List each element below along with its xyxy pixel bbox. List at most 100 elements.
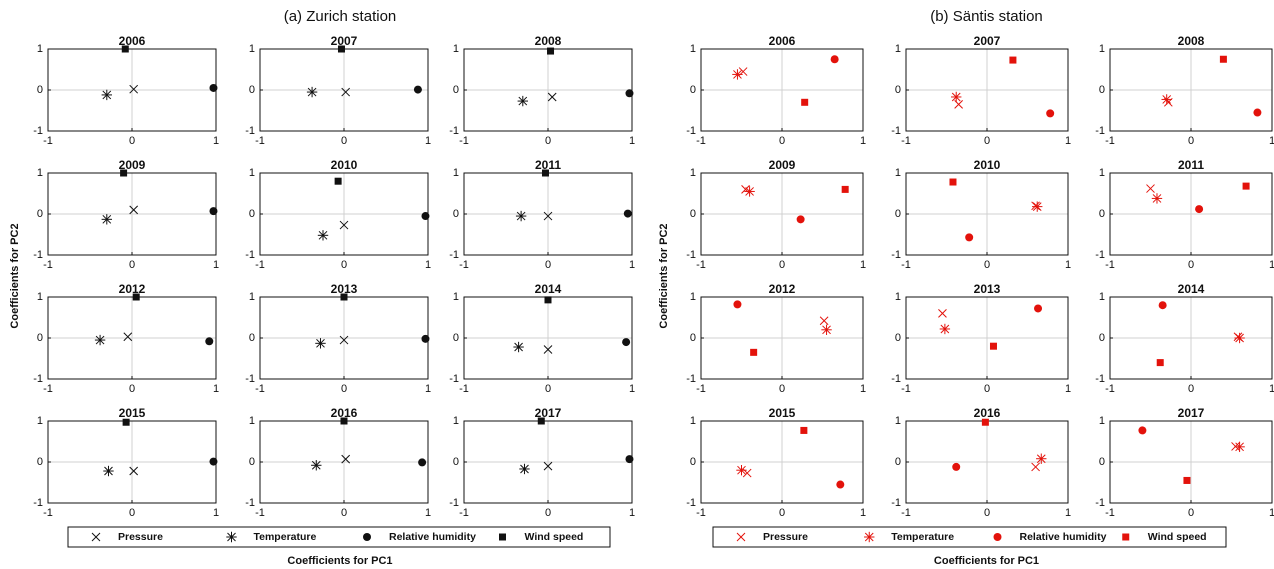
marker-x: [339, 220, 349, 230]
y-tick-label: -1: [245, 249, 255, 261]
dot: [625, 455, 634, 464]
x-tick-label: 1: [1269, 507, 1274, 519]
plot-frame: [1109, 172, 1273, 256]
y-tick-label: 0: [895, 456, 901, 468]
plot-frame: [700, 296, 864, 380]
y-tick-label: 1: [1099, 43, 1105, 55]
marker-x: [1031, 201, 1040, 211]
square: [544, 296, 552, 304]
y-tick-label: -1: [1095, 125, 1105, 137]
dot: [625, 89, 634, 98]
y-tick-label: -1: [686, 125, 696, 137]
marker-asterisk: [519, 463, 530, 475]
marker-asterisk: [732, 69, 743, 80]
y-tick-label: 0: [1099, 208, 1105, 220]
marker-circle: [1158, 301, 1167, 310]
marker-square: [337, 45, 345, 53]
marker-x: [543, 461, 553, 471]
y-tick-label: 1: [37, 43, 43, 55]
y-tick-label: 0: [1099, 84, 1105, 96]
y-tick-label: 1: [690, 291, 696, 303]
stroke: [742, 468, 752, 478]
x-tick-label: 0: [129, 135, 135, 147]
marker-square: [537, 417, 545, 425]
subplot-title: 2013: [974, 282, 1001, 296]
x-tick-label: 0: [1188, 259, 1194, 271]
subplot-title: 2013: [331, 282, 358, 296]
x-tick-label: 0: [1188, 383, 1194, 395]
marker-circle: [209, 207, 218, 216]
y-tick-label: 0: [895, 332, 901, 344]
stroke: [1031, 201, 1040, 211]
y-tick-label: -1: [686, 249, 696, 261]
marker-circle: [733, 300, 742, 309]
x-tick-label: 0: [779, 135, 785, 147]
y-axis-label: Coefficients for PC2: [658, 223, 670, 328]
marker-x: [741, 185, 750, 194]
y-tick-label: 1: [453, 415, 459, 427]
x-tick-label: -1: [255, 383, 265, 395]
square: [750, 348, 758, 356]
x-tick-label: -1: [696, 507, 706, 519]
marker-x: [547, 92, 557, 102]
marker-asterisk: [517, 95, 528, 107]
y-tick-label: -1: [449, 497, 459, 509]
legend-label: Temperature: [254, 531, 317, 543]
legend-label: Relative humidity: [1020, 531, 1107, 543]
y-tick-label: 1: [37, 167, 43, 179]
x-tick-label: 1: [629, 383, 635, 395]
subplot-title: 2016: [331, 406, 358, 420]
x-tick-label: 1: [860, 259, 866, 271]
y-tick-label: 1: [249, 415, 255, 427]
stroke: [1031, 462, 1040, 472]
y-tick-label: -1: [891, 373, 901, 385]
marker-circle: [363, 533, 371, 541]
stroke: [819, 316, 829, 326]
stroke: [91, 532, 101, 542]
subplot-title: 2015: [119, 406, 146, 420]
legend-label: Relative humidity: [389, 531, 476, 543]
marker-circle: [209, 457, 218, 466]
dot: [205, 337, 214, 346]
plot-frame: [700, 420, 864, 504]
y-tick-label: -1: [33, 497, 43, 509]
x-tick-label: 1: [213, 259, 219, 271]
subplot-title: 2012: [119, 282, 146, 296]
subplot-title: 2008: [535, 34, 562, 48]
marker-circle: [796, 215, 805, 224]
x-tick-label: -1: [459, 135, 469, 147]
stroke: [543, 345, 553, 354]
y-tick-label: 0: [37, 84, 43, 96]
plot-frame: [1109, 48, 1273, 132]
marker-circle: [625, 89, 634, 98]
marker-circle: [830, 55, 839, 64]
marker-square: [541, 169, 549, 177]
dot: [993, 533, 1002, 541]
x-tick-label: 0: [341, 507, 347, 519]
dot: [1158, 301, 1167, 310]
y-tick-label: 0: [249, 208, 255, 220]
square: [120, 169, 128, 177]
square: [334, 177, 342, 185]
marker-x: [938, 309, 947, 318]
x-tick-label: -1: [255, 507, 265, 519]
subplot-title: 2014: [535, 282, 562, 296]
marker-asterisk: [1161, 94, 1172, 105]
x-tick-label: -1: [901, 259, 911, 271]
x-tick-label: -1: [43, 383, 53, 395]
marker-circle: [421, 212, 430, 221]
square: [541, 169, 549, 177]
y-tick-label: 0: [690, 332, 696, 344]
dot: [733, 300, 742, 309]
x-tick-label: 1: [213, 383, 219, 395]
marker-square: [841, 185, 849, 193]
subplot-title: 2016: [974, 406, 1001, 420]
x-tick-label: 0: [341, 259, 347, 271]
square: [1122, 533, 1130, 541]
subplot-title: 2011: [535, 158, 561, 172]
x-tick-label: 0: [779, 383, 785, 395]
plot-frame: [47, 296, 217, 380]
y-tick-label: -1: [449, 373, 459, 385]
stroke: [129, 84, 139, 94]
square: [1242, 182, 1250, 190]
